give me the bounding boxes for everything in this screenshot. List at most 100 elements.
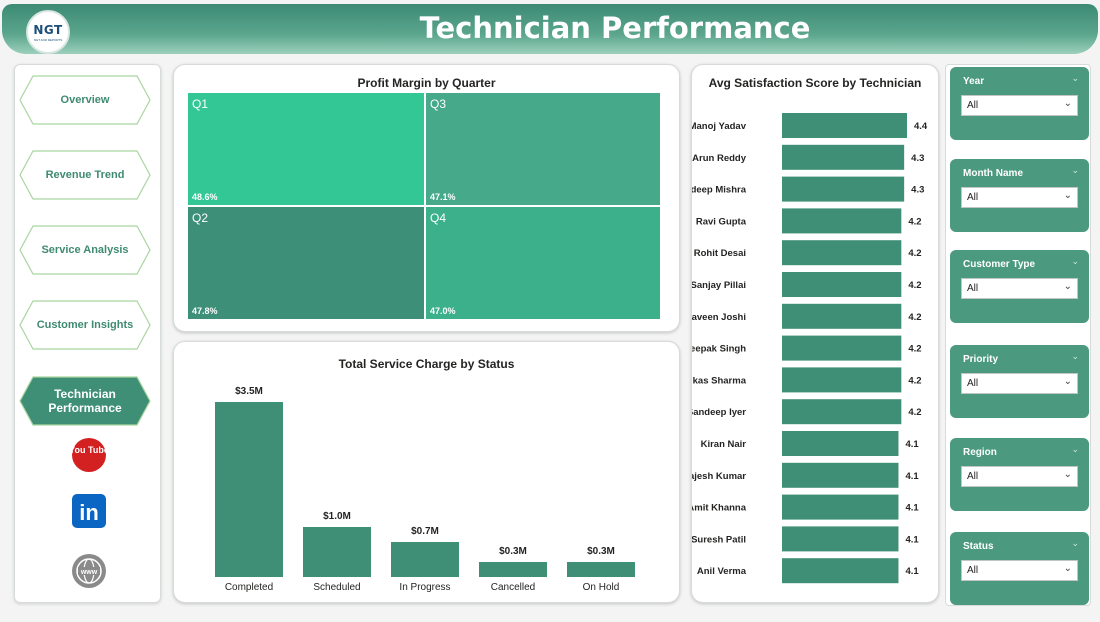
treemap-cell-value: 47.1%: [430, 192, 456, 202]
header-banner: NGT NGT AND REPORTS Technician Performan…: [2, 4, 1098, 54]
satisfaction-bar[interactable]: [782, 558, 899, 584]
nav-overview-button[interactable]: Overview: [19, 75, 151, 125]
technician-name-label: Ravi Gupta: [696, 216, 747, 227]
dropdown-caret-icon: ⌄: [1063, 281, 1072, 292]
globe-icon[interactable]: www: [71, 553, 107, 589]
hexagon-shape: [19, 75, 151, 125]
technician-name-label: Sanjay Pillai: [692, 280, 746, 291]
technician-name-label: Kiran Nair: [701, 439, 747, 450]
satisfaction-card: Avg Satisfaction Score by Technician Man…: [691, 64, 939, 603]
nav-revenue-trend-button[interactable]: Revenue Trend: [19, 150, 151, 200]
satisfaction-bar[interactable]: [782, 431, 899, 456]
slicer-dropdown[interactable]: All ⌄: [961, 373, 1078, 394]
treemap-title: Profit Margin by Quarter: [357, 76, 496, 90]
slicer-dropdown[interactable]: All ⌄: [961, 95, 1078, 116]
bar-data-label: 4.3: [911, 185, 924, 196]
chevron-down-icon[interactable]: ⌄: [1071, 538, 1079, 548]
satisfaction-bar[interactable]: [782, 240, 902, 266]
bar-data-label: 4.1: [905, 503, 919, 514]
satisfaction-bar[interactable]: [782, 144, 905, 170]
satisfaction-bar[interactable]: [782, 208, 902, 234]
slicer-dropdown[interactable]: All ⌄: [961, 187, 1078, 208]
bar-data-label: 4.4: [914, 121, 928, 132]
dropdown-caret-icon: ⌄: [1063, 563, 1072, 574]
category-label: Completed: [225, 582, 273, 593]
bar-cancelled[interactable]: [479, 562, 547, 577]
technician-name-label: Manoj Yadav: [692, 121, 747, 132]
page-title: Technician Performance: [419, 11, 811, 45]
technician-name-label: Pradeep Mishra: [692, 185, 747, 196]
bar-data-label: $0.3M: [587, 546, 615, 557]
slicer-region: Region ⌄ All ⌄: [950, 438, 1089, 511]
hexagon-shape: [19, 300, 151, 350]
slicer-value: All: [967, 192, 979, 203]
bar-data-label: $0.3M: [499, 546, 527, 557]
chevron-down-icon[interactable]: ⌄: [1071, 256, 1079, 266]
slicer-month-name: Month Name ⌄ All ⌄: [950, 159, 1089, 232]
technician-name-label: Suresh Patil: [692, 534, 746, 545]
bar-data-label: 4.1: [905, 439, 919, 450]
slicer-value: All: [967, 471, 979, 482]
service-charge-card: Total Service Charge by Status $3.5M Comp…: [173, 341, 680, 603]
satisfaction-bar[interactable]: [782, 303, 902, 329]
logo-text: NGT: [33, 22, 63, 37]
chevron-down-icon[interactable]: ⌄: [1071, 444, 1079, 454]
nav-label: Revenue Trend: [45, 169, 125, 181]
technician-name-label: Amit Khanna: [692, 503, 747, 514]
technician-name-label: Anil Verma: [697, 566, 747, 577]
service-charge-chart: $3.5M Completed $1.0M Scheduled $0.7M In Prog…: [215, 386, 635, 593]
nav-label: Technician Performance: [48, 387, 122, 415]
satisfaction-bar[interactable]: [782, 176, 905, 202]
bar-data-label: 4.1: [905, 471, 919, 482]
nav-service-analysis-button[interactable]: Service Analysis: [19, 225, 151, 275]
treemap-cell-label: Q2: [192, 211, 209, 225]
bar-on-hold[interactable]: [567, 562, 635, 577]
category-label: Scheduled: [313, 582, 360, 593]
youtube-icon[interactable]: You Tube: [71, 437, 107, 473]
slicer-priority: Priority ⌄ All ⌄: [950, 345, 1089, 418]
satisfaction-bar[interactable]: [782, 367, 902, 393]
category-label: In Progress: [399, 582, 450, 593]
dropdown-caret-icon: ⌄: [1063, 98, 1072, 109]
slicer-dropdown[interactable]: All ⌄: [961, 278, 1078, 299]
satisfaction-bar[interactable]: [782, 335, 902, 361]
satisfaction-bar[interactable]: [782, 462, 899, 488]
youtube-icon-text: You Tube: [71, 445, 107, 455]
bar-data-label: 4.2: [908, 216, 921, 227]
slicer-dropdown[interactable]: All ⌄: [961, 466, 1078, 487]
satisfaction-bar[interactable]: [782, 494, 899, 520]
treemap-cell-value: 47.0%: [430, 306, 456, 316]
bar-data-label: 4.1: [905, 534, 919, 545]
bar-in-progress[interactable]: [391, 542, 459, 577]
slicer-value: All: [967, 100, 979, 111]
satisfaction-chart: Manoj Yadav 4.4 Arun Reddy 4.3 Pradeep Mishr…: [692, 113, 928, 584]
slicer-value: All: [967, 283, 979, 294]
nav-customer-insights-button[interactable]: Customer Insights: [19, 300, 151, 350]
bar-data-label: 4.2: [908, 344, 921, 355]
treemap-cell-q4[interactable]: Q4 47.0%: [426, 207, 660, 319]
treemap-cell-q2[interactable]: Q2 47.8%: [188, 207, 424, 319]
satisfaction-bar[interactable]: [782, 399, 902, 425]
bar-scheduled[interactable]: [303, 527, 371, 577]
satisfaction-bar[interactable]: [782, 526, 899, 552]
treemap-cell-label: Q4: [430, 211, 447, 225]
chevron-down-icon[interactable]: ⌄: [1071, 351, 1079, 361]
nav-technician-performance-button[interactable]: Technician Performance: [19, 376, 151, 426]
technician-name-label: Sandeep Iyer: [692, 407, 746, 418]
treemap-cell-q3[interactable]: Q3 47.1%: [426, 93, 660, 205]
bar-completed[interactable]: [215, 402, 283, 577]
bar-data-label: 4.1: [905, 566, 919, 577]
linkedin-icon[interactable]: in: [71, 493, 107, 529]
chevron-down-icon[interactable]: ⌄: [1071, 73, 1079, 83]
satisfaction-bar[interactable]: [782, 113, 907, 138]
dropdown-caret-icon: ⌄: [1063, 376, 1072, 387]
treemap-cell-value: 47.8%: [192, 306, 218, 316]
treemap-cell-q1[interactable]: Q1 48.6%: [188, 93, 424, 205]
bar-data-label: $3.5M: [235, 386, 263, 397]
chevron-down-icon[interactable]: ⌄: [1071, 165, 1079, 175]
satisfaction-bar[interactable]: [782, 272, 902, 297]
technician-name-label: Arun Reddy: [692, 153, 747, 164]
slicer-dropdown[interactable]: All ⌄: [961, 560, 1078, 581]
slicer-label: Region: [963, 447, 997, 458]
bar-data-label: 4.2: [908, 312, 921, 323]
